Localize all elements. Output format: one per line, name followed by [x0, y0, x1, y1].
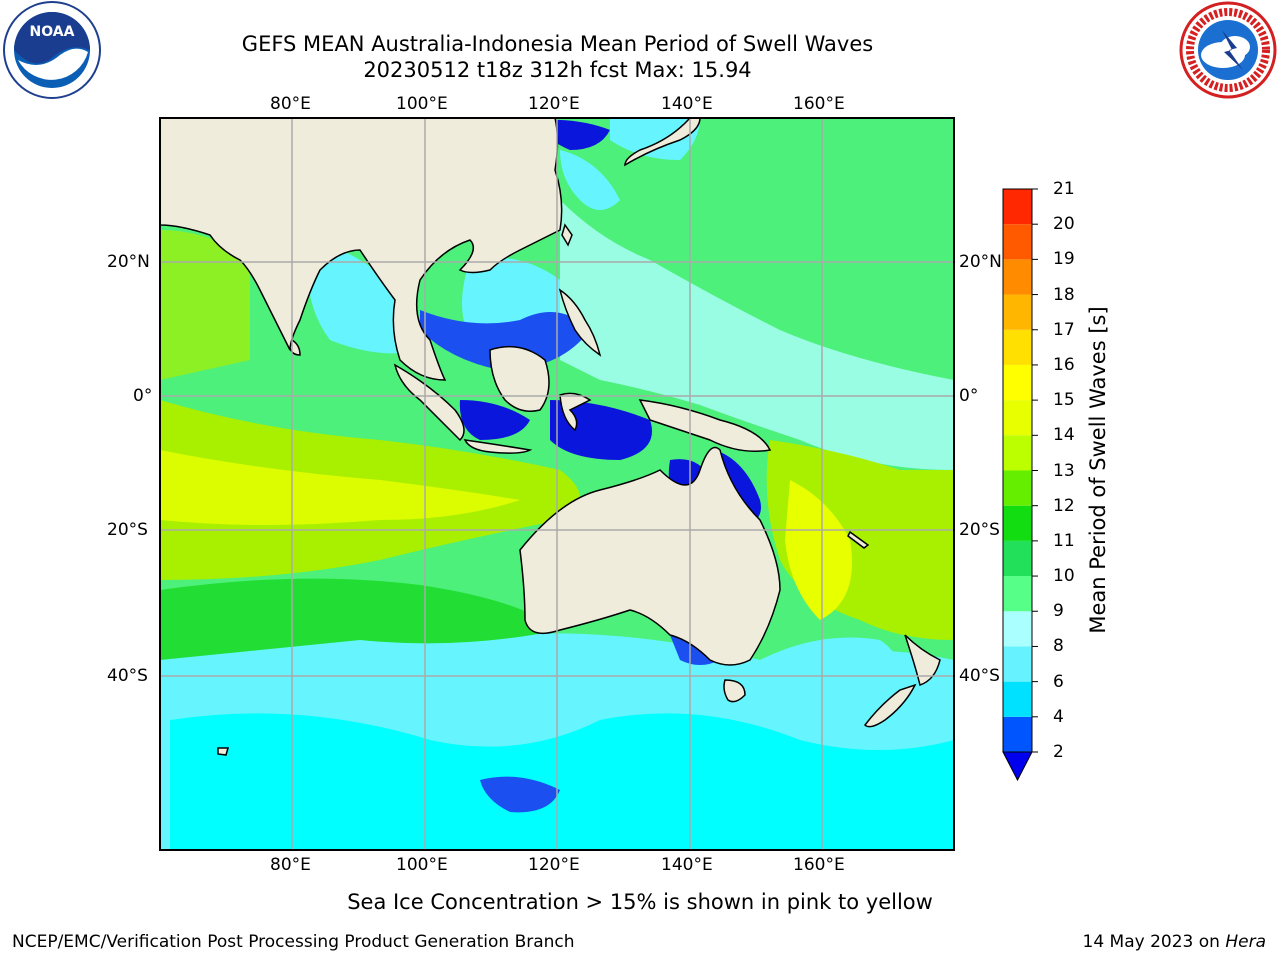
colorbar-segment [1003, 224, 1032, 260]
colorbar-segment [1003, 400, 1032, 436]
lat-label-left-0: 0° [133, 386, 153, 406]
colorbar-segment [1003, 435, 1032, 471]
lat-label-left-40s: 40°S [107, 666, 148, 686]
colorbar-tick-label: 21 [1053, 179, 1075, 199]
swell-region-southern-ocean-core [170, 713, 954, 850]
colorbar-segment [1003, 294, 1032, 330]
lon-label-top-80: 80°E [270, 94, 311, 114]
colorbar-tick-label: 6 [1053, 671, 1064, 692]
noaa-logo: NOAA [3, 1, 101, 99]
colorbar-tick-label: 12 [1053, 495, 1075, 516]
footer-date: 14 May 2023 on Hera [1083, 932, 1267, 952]
colorbar-tick-label: 19 [1053, 249, 1075, 270]
colorbar-segment [1003, 681, 1032, 717]
swell-region-java-sea-core [459, 400, 530, 440]
swell-region-yellow-sea [560, 150, 620, 210]
colorbar-label: Mean Period of Swell Waves [s] [1086, 306, 1110, 634]
colorbar-tick-label: 17 [1053, 319, 1075, 340]
footer-credit: NCEP/EMC/Verification Post Processing Pr… [12, 932, 575, 952]
colorbar-segment [1003, 576, 1032, 612]
lon-label-top-160: 160°E [793, 94, 845, 114]
chart-title: GEFS MEAN Australia-Indonesia Mean Perio… [241, 32, 874, 56]
sea-ice-note: Sea Ice Concentration > 15% is shown in … [0, 890, 1280, 914]
lon-label-top-120: 120°E [528, 94, 580, 114]
lon-label-bottom-160: 160°E [793, 855, 845, 875]
colorbar-segment [1003, 540, 1032, 577]
swell-region-sea-of-japan [610, 118, 700, 160]
colorbar-segment [1003, 716, 1032, 752]
colorbar-tick-label: 10 [1053, 566, 1075, 587]
landmasses [159, 117, 941, 756]
swell-region-tasman-core [785, 480, 852, 620]
colorbar-tick-label: 14 [1053, 425, 1075, 446]
land-borneo [489, 345, 550, 412]
land-sumatra [393, 363, 465, 442]
land-kerguelen [217, 747, 229, 756]
swell-region-banda-sea [550, 400, 652, 460]
lon-label-bottom-80: 80°E [270, 855, 311, 875]
colorbar-tick-label: 11 [1053, 530, 1075, 551]
colorbar-tick-label: 9 [1053, 601, 1064, 622]
lon-label-top-140: 140°E [661, 94, 713, 114]
lat-label-right-20s: 20°S [959, 520, 1000, 540]
chart-subtitle: 20230512 t18z 312h fcst Max: 15.94 [363, 58, 752, 82]
land-australia [519, 446, 781, 666]
lat-label-right-20n: 20°N [959, 252, 1002, 272]
swell-region-philippine-sea [560, 200, 954, 470]
lat-label-right-40s: 40°S [959, 666, 1000, 686]
colorbar [1002, 188, 1038, 782]
svg-text:NOAA: NOAA [30, 24, 75, 40]
swell-region-deep-south-patch [480, 776, 560, 813]
colorbar-tick-label: 20 [1053, 214, 1075, 235]
colorbar-segment [1003, 470, 1032, 506]
swell-region-arabian-sea [160, 230, 250, 380]
nws-logo [1179, 1, 1277, 99]
colorbar-segment [1003, 259, 1032, 295]
land-new-caledonia [847, 530, 870, 549]
colorbar-tick-label: 13 [1053, 460, 1075, 481]
lon-label-bottom-120: 120°E [528, 855, 580, 875]
colorbar-segment [1003, 364, 1032, 401]
swell-region-indian-band-core [160, 450, 520, 525]
colorbar-segment [1003, 329, 1032, 365]
sea-ice-note-text: Sea Ice Concentration > 15% is shown in … [347, 890, 933, 914]
lon-label-bottom-140: 140°E [661, 855, 713, 875]
lon-label-top-100: 100°E [396, 94, 448, 114]
colorbar-segment [1003, 189, 1032, 225]
colorbar-tick-label: 18 [1053, 284, 1075, 305]
colorbar-segment [1003, 505, 1032, 541]
colorbar-tick-label: 16 [1053, 354, 1075, 375]
lat-label-right-0: 0° [959, 386, 979, 406]
footer-machine: Hera [1225, 932, 1266, 952]
colorbar-tick-label: 8 [1053, 636, 1064, 657]
swell-region-java-sea [420, 310, 590, 370]
lat-label-left-20n: 20°N [107, 252, 150, 272]
lat-label-left-20s: 20°S [107, 520, 148, 540]
land-philippines [558, 288, 602, 357]
gridlines [160, 118, 954, 850]
colorbar-tick-label: 2 [1053, 742, 1064, 762]
footer-date-text: 14 May 2023 on [1082, 932, 1226, 952]
colorbar-tick-label: 4 [1053, 706, 1064, 727]
map-frame [159, 117, 955, 851]
swell-region-bay-of-bengal [307, 240, 420, 354]
colorbar-tick-label: 15 [1053, 390, 1075, 411]
land-java [463, 439, 533, 454]
land-tasmania [723, 679, 746, 703]
land-asia [159, 117, 563, 381]
land-taiwan [561, 223, 573, 247]
lon-label-bottom-100: 100°E [396, 855, 448, 875]
colorbar-segment [1003, 611, 1032, 647]
swell-region-green-belt [160, 578, 560, 660]
colorbar-segment [1003, 646, 1032, 682]
land-nz-south [864, 683, 917, 728]
colorbar-extend-arrow [1002, 751, 1033, 782]
